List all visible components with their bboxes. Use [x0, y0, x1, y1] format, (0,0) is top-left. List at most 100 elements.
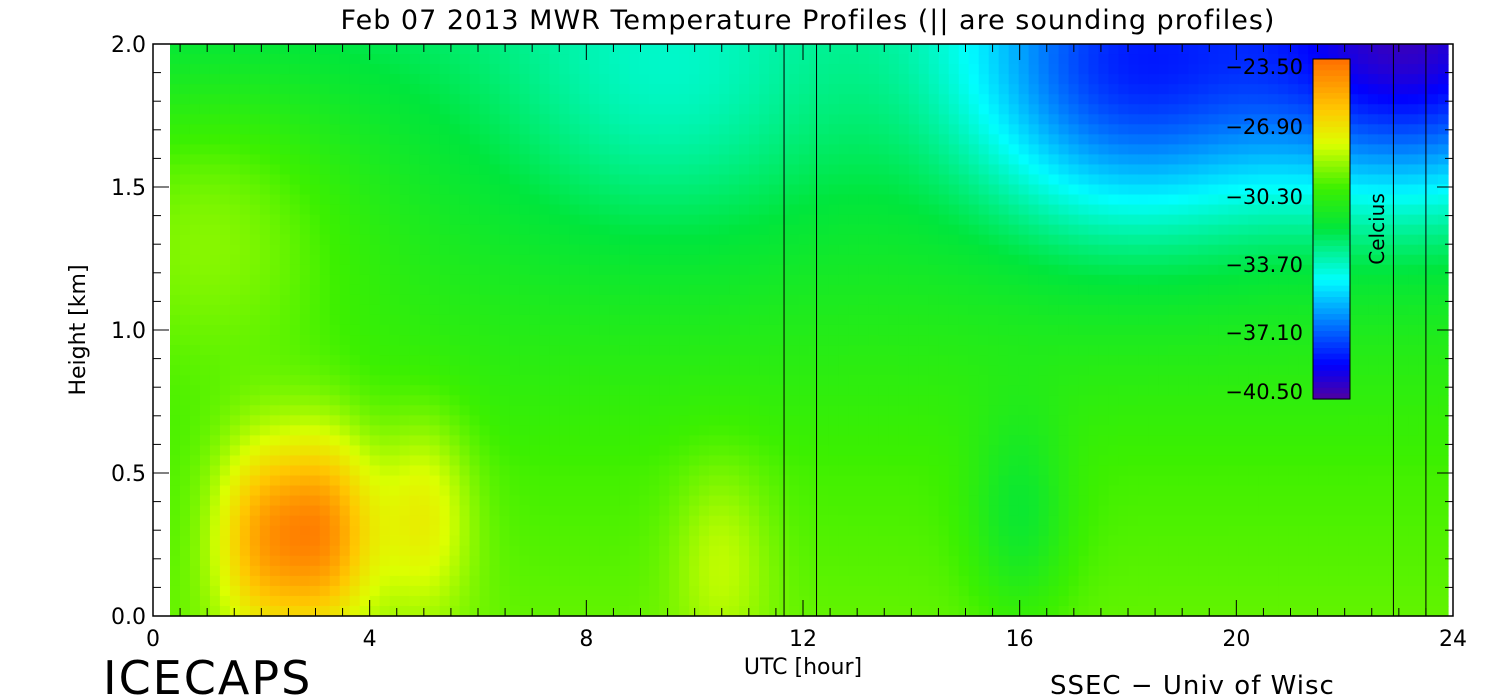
heatmap-cell: [509, 174, 521, 186]
heatmap-cell: [669, 485, 680, 497]
heatmap-cell: [549, 194, 560, 206]
heatmap-cell: [809, 244, 820, 256]
heatmap-cell: [799, 244, 810, 256]
heatmap-cell: [479, 84, 491, 95]
heatmap-cell: [309, 114, 321, 125]
heatmap-cell: [918, 445, 930, 457]
heatmap-cell: [878, 485, 890, 497]
heatmap-cell: [429, 585, 441, 597]
heatmap-cell: [958, 495, 970, 507]
heatmap-cell: [759, 355, 770, 366]
heatmap-cell: [559, 234, 570, 246]
heatmap-cell: [759, 485, 770, 497]
heatmap-cell: [449, 164, 461, 176]
heatmap-cell: [908, 44, 920, 55]
heatmap-cell: [599, 44, 610, 55]
heatmap-cell: [479, 154, 491, 166]
heatmap-cell: [988, 445, 1000, 457]
heatmap-cell: [739, 314, 750, 326]
heatmap-cell: [259, 585, 271, 597]
heatmap-cell: [789, 425, 800, 436]
heatmap-cell: [179, 505, 191, 517]
heatmap-cell: [719, 555, 730, 567]
heatmap-cell: [289, 565, 301, 577]
heatmap-cell: [599, 314, 610, 326]
heatmap-cell: [858, 595, 870, 607]
heatmap-cell: [299, 505, 311, 517]
heatmap-cell: [759, 44, 770, 55]
heatmap-cell: [818, 44, 830, 55]
heatmap-cell: [908, 284, 920, 296]
heatmap-cell: [838, 284, 850, 296]
heatmap-cell: [299, 64, 311, 75]
heatmap-cell: [429, 335, 441, 346]
heatmap-cell: [339, 605, 351, 617]
heatmap-cell: [179, 244, 191, 256]
heatmap-cell: [339, 585, 351, 597]
heatmap-cell: [958, 224, 970, 236]
heatmap-cell: [309, 575, 321, 587]
heatmap-cell: [629, 475, 640, 487]
heatmap-cell: [639, 174, 650, 186]
heatmap-cell: [818, 194, 830, 206]
heatmap-cell: [1038, 164, 1050, 176]
heatmap-cell: [549, 134, 560, 145]
heatmap-cell: [239, 134, 251, 145]
heatmap-cell: [309, 455, 321, 467]
heatmap-cell: [389, 204, 401, 216]
heatmap-cell: [170, 465, 181, 477]
heatmap-cell: [968, 575, 980, 587]
heatmap-cell: [539, 164, 550, 176]
heatmap-cell: [359, 164, 371, 176]
heatmap-cell: [968, 525, 980, 537]
heatmap-cell: [599, 284, 610, 296]
heatmap-cell: [259, 515, 271, 527]
heatmap-cell: [629, 174, 640, 186]
heatmap-cell: [759, 234, 770, 246]
heatmap-cell: [769, 365, 780, 376]
heatmap-cell: [679, 44, 690, 55]
heatmap-cell: [459, 64, 471, 75]
heatmap-cell: [289, 194, 301, 206]
heatmap-cell: [958, 355, 970, 366]
heatmap-cell: [918, 555, 930, 567]
heatmap-cell: [339, 555, 351, 567]
heatmap-cell: [409, 264, 421, 276]
heatmap-cell: [958, 284, 970, 296]
heatmap-cell: [679, 124, 690, 135]
heatmap-cell: [249, 595, 261, 607]
heatmap-cell: [399, 415, 411, 426]
heatmap-cell: [699, 495, 710, 507]
heatmap-cell: [369, 535, 381, 547]
heatmap-cell: [170, 234, 181, 246]
heatmap-cell: [799, 395, 810, 406]
heatmap-cell: [998, 385, 1010, 396]
heatmap-cell: [529, 595, 541, 607]
heatmap-cell: [219, 595, 231, 607]
heatmap-cell: [529, 174, 541, 186]
heatmap-cell: [579, 515, 590, 527]
heatmap-cell: [449, 375, 461, 386]
heatmap-cell: [769, 485, 780, 497]
heatmap-cell: [679, 335, 690, 346]
heatmap-cell: [599, 214, 610, 226]
heatmap-cell: [329, 214, 341, 226]
heatmap-cell: [459, 345, 471, 356]
heatmap-cell: [409, 114, 421, 125]
heatmap-cell: [229, 345, 241, 356]
heatmap-cell: [399, 605, 411, 617]
heatmap-cell: [629, 54, 640, 65]
heatmap-cell: [769, 345, 780, 356]
heatmap-cell: [569, 565, 580, 577]
heatmap-cell: [379, 415, 391, 426]
heatmap-cell: [968, 445, 980, 457]
heatmap-cell: [449, 124, 461, 135]
heatmap-cell: [629, 575, 640, 587]
heatmap-cell: [279, 435, 291, 447]
heatmap-cell: [229, 274, 241, 286]
heatmap-cell: [299, 294, 311, 306]
heatmap-cell: [249, 475, 261, 487]
heatmap-cell: [349, 254, 361, 266]
heatmap-cell: [519, 174, 531, 186]
heatmap-cell: [659, 184, 670, 196]
